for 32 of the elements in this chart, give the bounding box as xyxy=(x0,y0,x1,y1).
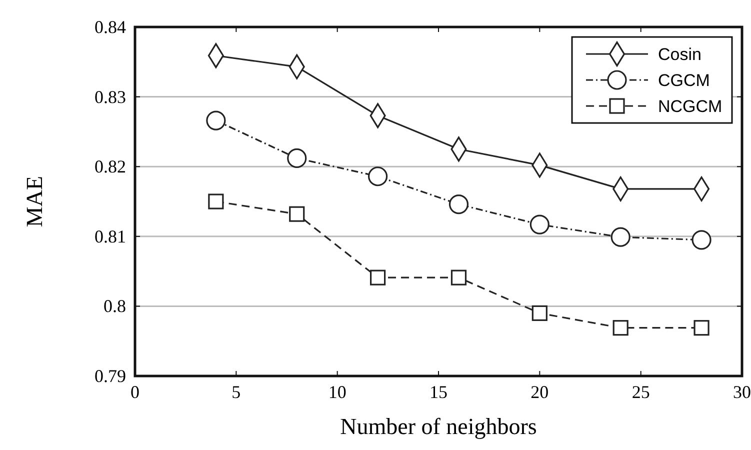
x-tick-label: 5 xyxy=(232,382,241,402)
legend-label: CGCM xyxy=(658,71,710,90)
x-tick-label: 25 xyxy=(632,382,650,402)
y-tick-label: 0.84 xyxy=(94,17,126,37)
point xyxy=(532,305,548,321)
point xyxy=(448,194,469,214)
x-axis-title: Number of neighbors xyxy=(340,414,537,439)
point xyxy=(694,320,710,336)
point xyxy=(289,206,305,222)
point xyxy=(287,148,307,168)
y-tick-label: 0.79 xyxy=(94,366,126,386)
legend-label: NCGCM xyxy=(658,97,722,116)
x-tick-label: 20 xyxy=(530,382,549,402)
y-tick-label: 0.82 xyxy=(94,156,126,177)
y-tick-label: 0.81 xyxy=(94,226,126,246)
y-tick-label: 0.8 xyxy=(104,296,126,316)
x-tick-label: 10 xyxy=(328,382,346,402)
x-tick-label: 15 xyxy=(430,382,448,402)
point xyxy=(450,270,467,286)
y-tick-label: 0.83 xyxy=(94,86,126,107)
point xyxy=(610,227,630,247)
y-axis-title: MAE xyxy=(22,176,47,228)
point xyxy=(370,270,386,286)
point xyxy=(208,194,224,210)
point xyxy=(206,110,226,130)
legend-label: Cosin xyxy=(658,45,702,64)
point xyxy=(612,320,628,336)
point xyxy=(692,230,712,250)
x-tick-label: 30 xyxy=(733,382,751,402)
point xyxy=(530,214,550,234)
x-tick-label: 0 xyxy=(130,382,140,402)
point xyxy=(368,166,388,186)
